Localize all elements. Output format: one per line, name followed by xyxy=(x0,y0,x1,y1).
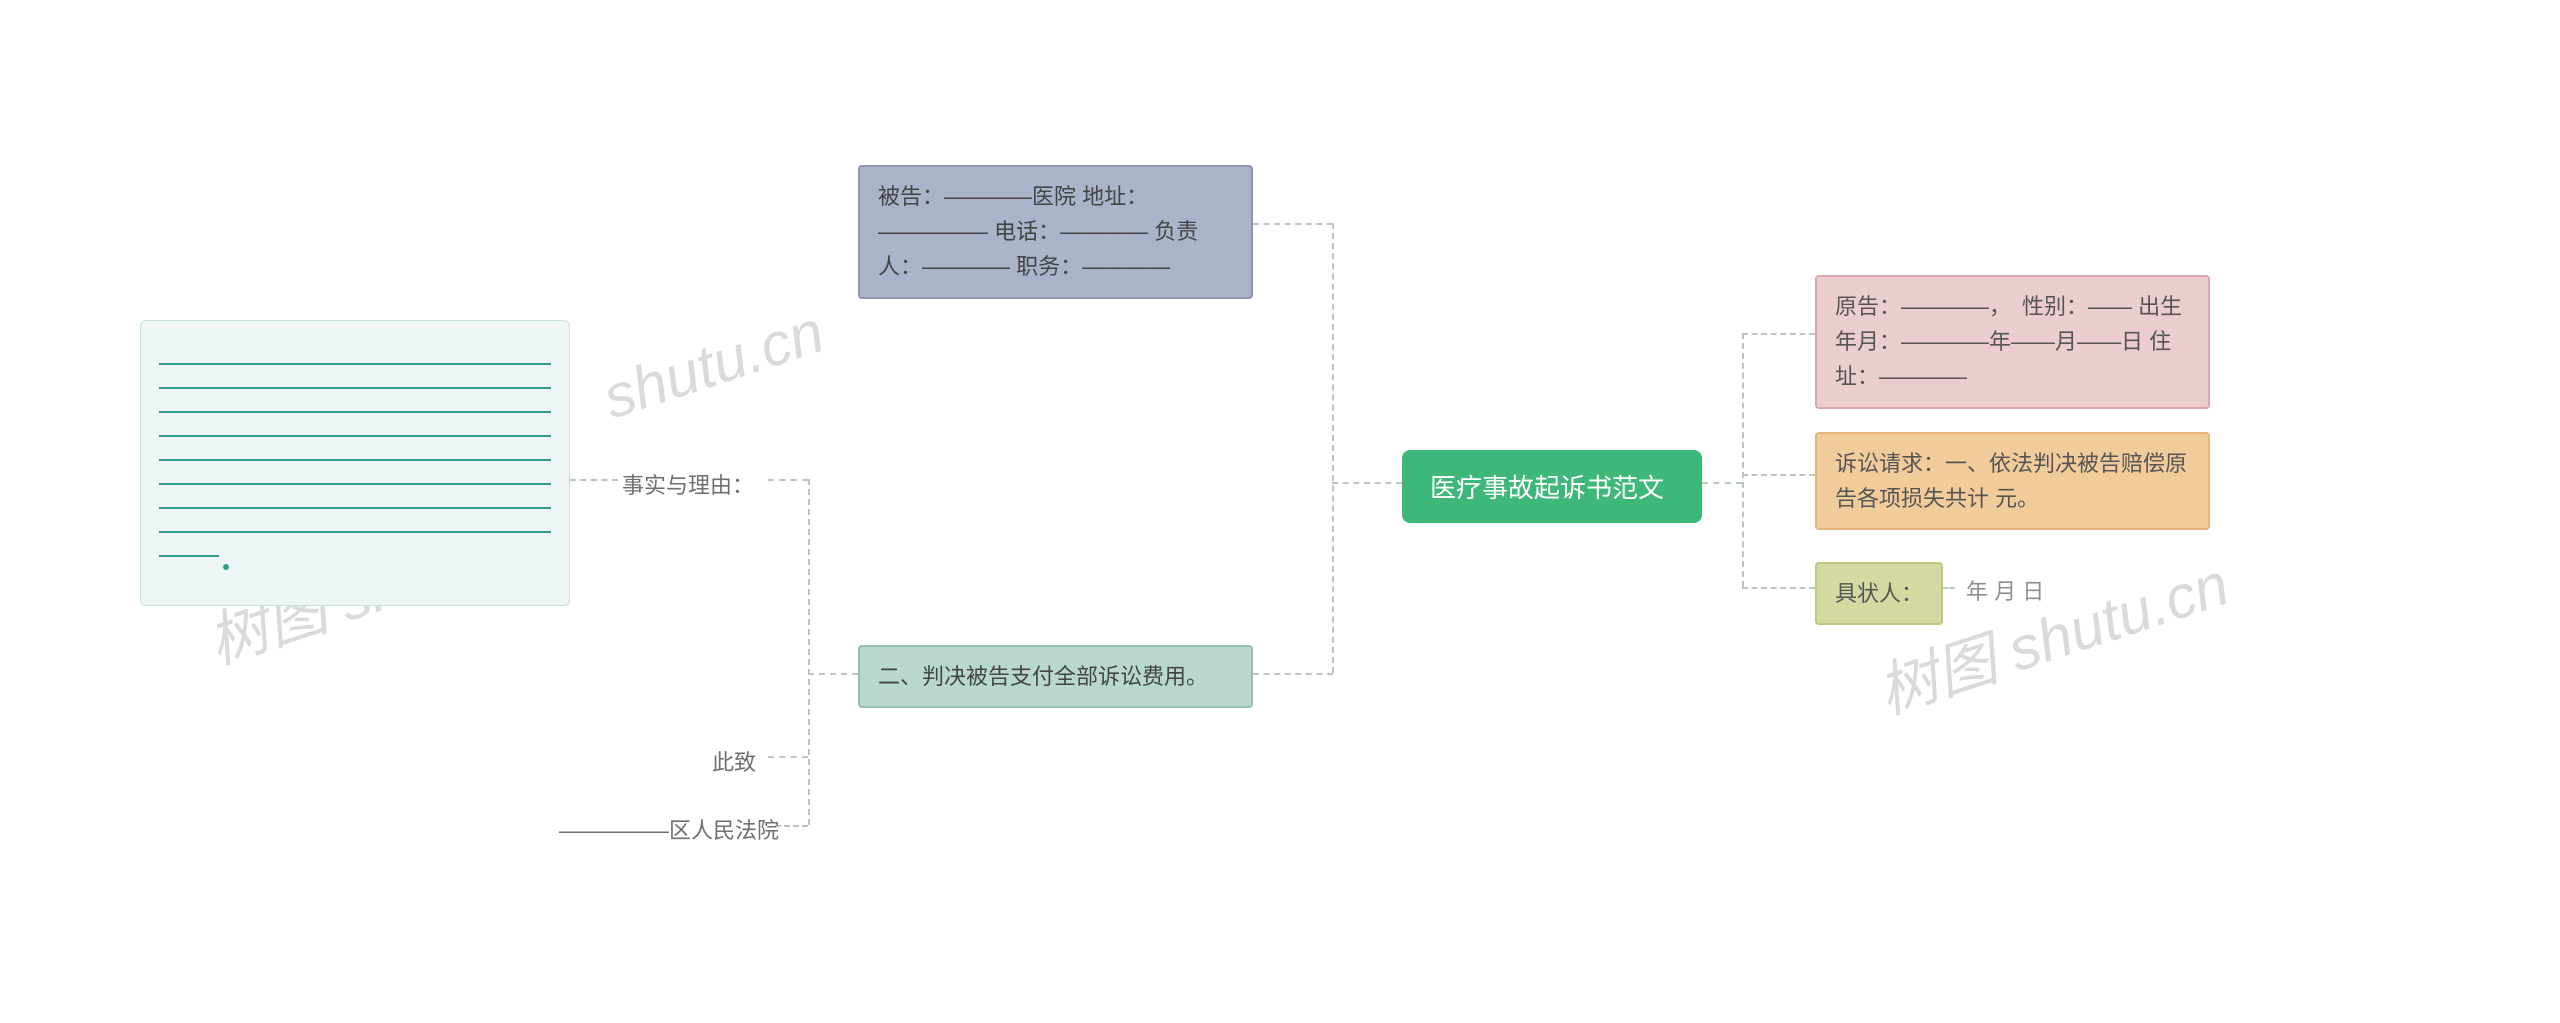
connector xyxy=(1332,482,1402,484)
lined-notes-card xyxy=(140,320,570,606)
root-label: 医疗事故起诉书范文 xyxy=(1430,473,1664,503)
connector xyxy=(1742,474,1815,476)
card-line xyxy=(159,389,551,413)
connector xyxy=(570,479,618,481)
node-judgment2: 二、判决被告支付全部诉讼费用。 xyxy=(858,645,1253,708)
card-dot xyxy=(223,564,229,570)
node-text: 事实与理由： xyxy=(622,473,754,498)
node-text: 年 月 日 xyxy=(1966,579,2044,604)
card-line xyxy=(159,341,551,365)
connector xyxy=(808,673,858,675)
node-text: 诉讼请求：一、依法判决被告赔偿原告各项损失共计 元。 xyxy=(1835,451,2187,511)
node-text: 原告：————， 性别：—— 出生年月：————年——月——日 住址：———— xyxy=(1835,294,2182,389)
card-line xyxy=(159,437,551,461)
connector xyxy=(1332,223,1334,673)
connector xyxy=(1253,223,1333,225)
node-text: 二、判决被告支付全部诉讼费用。 xyxy=(878,664,1208,689)
connector xyxy=(1742,333,1815,335)
connector xyxy=(768,756,808,758)
connector xyxy=(1253,673,1333,675)
root-node: 医疗事故起诉书范文 xyxy=(1402,450,1702,523)
node-text: 具状人： xyxy=(1835,581,1923,606)
card-line xyxy=(159,413,551,437)
card-line xyxy=(159,509,551,533)
connector xyxy=(1702,482,1742,484)
node-cizhi: 此致 xyxy=(708,737,760,788)
card-line xyxy=(159,533,219,557)
connector xyxy=(1742,333,1744,587)
connector xyxy=(808,479,810,825)
node-claim: 诉讼请求：一、依法判决被告赔偿原告各项损失共计 元。 xyxy=(1815,432,2210,530)
node-text: —————区人民法院 xyxy=(559,818,779,843)
card-line xyxy=(159,461,551,485)
card-line xyxy=(159,365,551,389)
node-plaintiff: 原告：————， 性别：—— 出生年月：————年——月——日 住址：———— xyxy=(1815,275,2210,409)
card-line xyxy=(159,485,551,509)
node-signer: 具状人： xyxy=(1815,562,1943,625)
node-court: —————区人民法院 xyxy=(555,805,783,856)
watermark: shutu.cn xyxy=(595,297,832,433)
node-defendant: 被告：————医院 地址：————— 电话：———— 负责人：———— 职务：—… xyxy=(858,165,1253,299)
node-date: 年 月 日 xyxy=(1956,562,2054,621)
node-text: 被告：————医院 地址：————— 电话：———— 负责人：———— 职务：—… xyxy=(878,184,1198,279)
node-facts: 事实与理由： xyxy=(618,460,758,511)
connector xyxy=(768,479,808,481)
node-text: 此致 xyxy=(712,750,756,775)
connector xyxy=(1742,587,1815,589)
